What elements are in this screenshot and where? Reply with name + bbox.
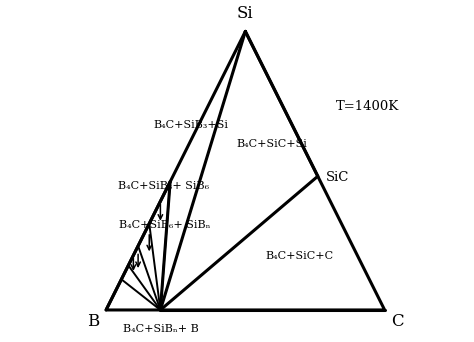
Text: B₄C+SiC+C: B₄C+SiC+C	[265, 251, 334, 261]
Text: B₄C+SiC+Si: B₄C+SiC+Si	[237, 139, 307, 149]
Text: B₄C+SiB₆+ SiBₙ: B₄C+SiB₆+ SiBₙ	[118, 220, 210, 230]
Text: C: C	[392, 313, 404, 330]
Text: B₄C+SiB₃+Si: B₄C+SiB₃+Si	[154, 120, 228, 130]
Text: B: B	[87, 313, 99, 330]
Text: B₄C+SiBₙ+ B: B₄C+SiBₙ+ B	[122, 325, 198, 334]
Text: T=1400K: T=1400K	[336, 100, 399, 113]
Text: B₄C+SiB₃+ SiB₆: B₄C+SiB₃+ SiB₆	[118, 181, 209, 191]
Text: SiC: SiC	[326, 171, 349, 184]
Text: Si: Si	[237, 5, 254, 22]
